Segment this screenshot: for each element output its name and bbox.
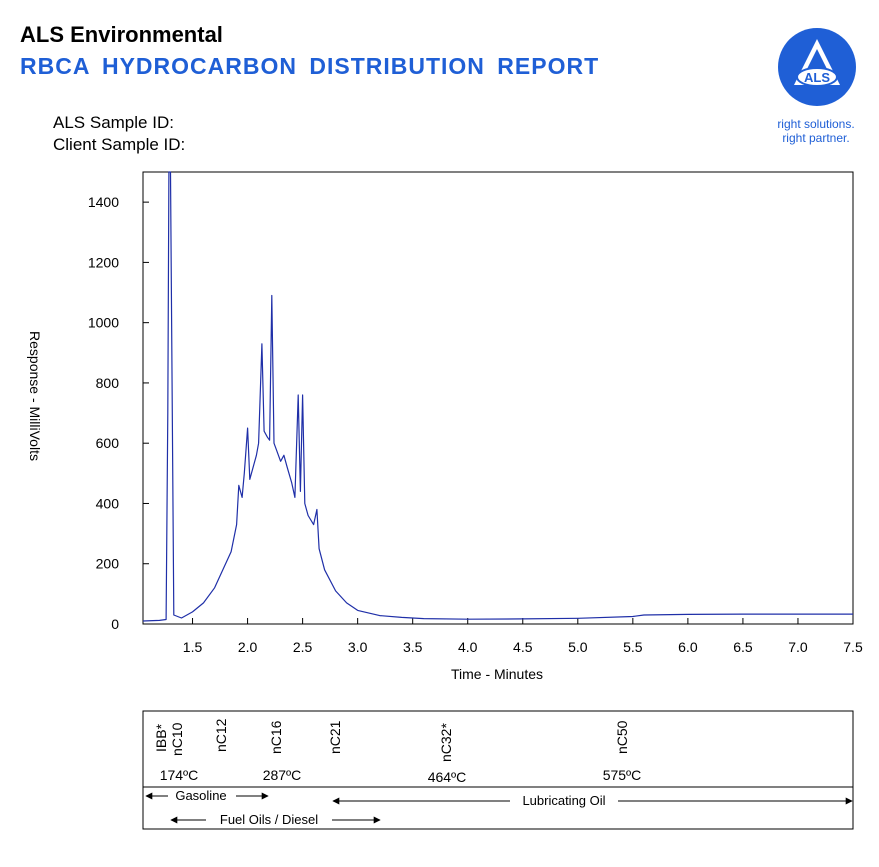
marker-nc50: nC50 — [614, 720, 630, 754]
company-name: ALS Environmental — [20, 22, 223, 47]
x-tick-label: 7.5 — [843, 639, 863, 655]
x-tick-label: 4.0 — [458, 639, 478, 655]
marker-nc10: nC10 — [169, 722, 185, 756]
y-tick-label: 600 — [96, 435, 120, 451]
als-logo: ALS — [778, 28, 856, 106]
temp-464: 464ºC — [428, 769, 467, 785]
logo-tagline-2: right partner. — [782, 131, 850, 145]
x-tick-label: 5.5 — [623, 639, 643, 655]
marker-nc16: nC16 — [268, 720, 284, 754]
chromatogram-trace — [142, 171, 853, 622]
temp-174: 174ºC — [160, 767, 199, 783]
gasoline-label: Gasoline — [175, 788, 226, 803]
fuel-label: Fuel Oils / Diesel — [220, 812, 318, 827]
x-axis-ticks: 1.5 2.0 2.5 3.0 3.5 4.0 4.5 5.0 5.5 6.0 6.5 7.0 7.5 — [183, 618, 863, 655]
temp-287: 287ºC — [263, 767, 302, 783]
als-sample-id-label: ALS Sample ID: — [53, 113, 174, 132]
marker-nc32: nC32* — [438, 723, 454, 762]
x-axis-label: Time - Minutes — [451, 666, 543, 682]
x-tick-label: 2.0 — [238, 639, 258, 655]
x-tick-label: 6.0 — [678, 639, 698, 655]
y-tick-label: 800 — [96, 375, 120, 391]
report-title: RBCA HYDROCARBON DISTRIBUTION REPORT — [20, 53, 600, 79]
marker-nc12: nC12 — [213, 718, 229, 752]
y-axis-label: Response - MilliVolts — [27, 331, 43, 461]
y-tick-label: 400 — [96, 495, 120, 511]
ruler-box — [142, 710, 854, 830]
y-axis-ticks: 0 200 400 600 800 1000 1200 1400 — [88, 194, 149, 632]
marker-ibb: IBB* — [153, 723, 169, 752]
logo-text: ALS — [804, 70, 830, 85]
x-tick-label: 4.5 — [513, 639, 533, 655]
y-tick-label: 1400 — [88, 194, 119, 210]
x-tick-label: 7.0 — [788, 639, 808, 655]
y-tick-label: 200 — [96, 556, 120, 572]
y-tick-label: 1000 — [88, 315, 119, 331]
chromatogram-chart: 0 200 400 600 800 1000 1200 1400 1.5 2.0 2.5 3.0 3.… — [27, 171, 863, 682]
logo-tagline-1: right solutions. — [777, 117, 855, 131]
x-tick-label: 3.5 — [403, 639, 423, 655]
x-tick-label: 5.0 — [568, 639, 588, 655]
plot-area — [142, 171, 854, 625]
y-tick-label: 0 — [111, 616, 119, 632]
x-tick-label: 3.0 — [348, 639, 368, 655]
marker-nc21: nC21 — [327, 720, 343, 754]
y-tick-label: 1200 — [88, 254, 119, 270]
temp-575: 575ºC — [603, 767, 642, 783]
logo-oval — [796, 67, 838, 87]
x-tick-label: 1.5 — [183, 639, 203, 655]
lube-label: Lubricating Oil — [522, 793, 605, 808]
client-sample-id-label: Client Sample ID: — [53, 135, 186, 154]
x-tick-label: 2.5 — [293, 639, 313, 655]
x-tick-label: 6.5 — [733, 639, 753, 655]
